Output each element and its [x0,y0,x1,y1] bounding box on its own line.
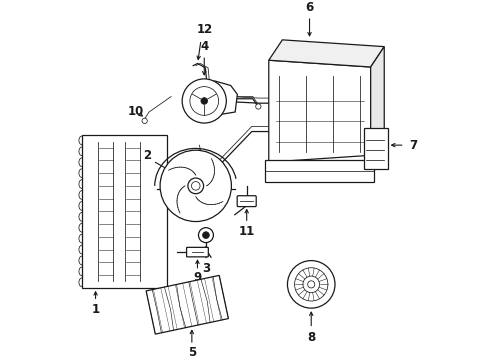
Circle shape [182,79,226,123]
Polygon shape [269,40,384,67]
Text: 11: 11 [239,225,255,238]
Bar [82,135,167,288]
Text: 1: 1 [92,303,99,316]
Circle shape [202,232,209,239]
Bar [364,128,388,169]
Text: 12: 12 [196,23,213,36]
Polygon shape [193,81,237,114]
Text: 8: 8 [307,330,316,343]
Circle shape [308,281,315,288]
Circle shape [192,181,200,190]
Circle shape [256,104,261,109]
Circle shape [198,228,214,243]
Circle shape [142,118,147,123]
Text: 6: 6 [305,1,314,14]
Circle shape [188,178,204,194]
Circle shape [288,261,335,308]
Text: 9: 9 [194,271,201,284]
Text: 7: 7 [409,139,417,152]
Polygon shape [269,60,370,162]
Text: 4: 4 [200,40,208,53]
Polygon shape [146,275,228,334]
Circle shape [160,150,231,221]
Text: 10: 10 [128,105,144,118]
FancyBboxPatch shape [187,247,208,257]
Text: 5: 5 [188,346,196,359]
Polygon shape [370,47,384,155]
FancyBboxPatch shape [237,196,256,207]
Circle shape [201,98,208,104]
Text: 2: 2 [144,149,152,162]
Bar [266,161,374,183]
Text: 3: 3 [202,262,210,275]
